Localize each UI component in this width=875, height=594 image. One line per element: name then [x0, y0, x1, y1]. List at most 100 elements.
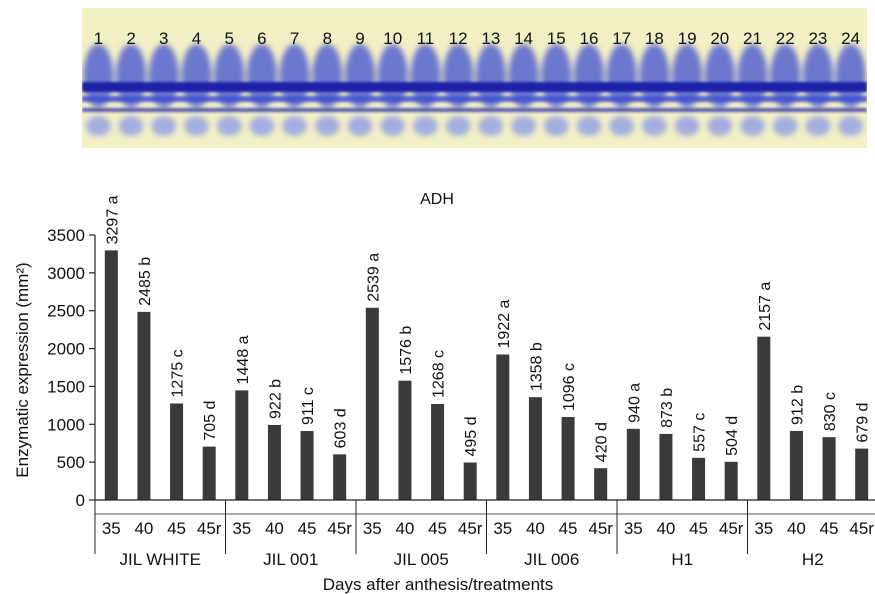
- y-tick-label: 500: [57, 453, 85, 472]
- gel-lane-lower-15: [543, 116, 569, 136]
- y-tick-label: 2500: [47, 302, 85, 321]
- gel-lane-label: 17: [612, 29, 631, 48]
- bar-data-label: 1922 a: [496, 299, 513, 348]
- gel-lane-label: 19: [678, 29, 697, 48]
- x-tick-label: 40: [787, 519, 806, 538]
- x-tick-label: 45r: [719, 519, 744, 538]
- bar: [724, 461, 738, 500]
- x-tick-label: 35: [102, 519, 121, 538]
- x-tick-label: 45: [167, 519, 186, 538]
- bar-data-label: 420 d: [594, 422, 611, 462]
- x-tick-label: 45r: [588, 519, 613, 538]
- gel-lane-lower-21: [740, 116, 765, 136]
- bar: [170, 403, 184, 500]
- bar-data-label: 2157 a: [757, 282, 774, 331]
- x-tick-label: 45r: [327, 519, 352, 538]
- bar-data-label: 940 a: [626, 383, 643, 423]
- group-label: H1: [671, 550, 693, 569]
- group-label: H2: [802, 550, 824, 569]
- bar-data-label: 3297 a: [104, 195, 121, 244]
- gel-background: [82, 8, 867, 148]
- x-tick-label: 40: [265, 519, 284, 538]
- gel-lane-label: 23: [808, 29, 827, 48]
- gel-lane-label: 11: [417, 29, 435, 48]
- group-label: JIL 006: [524, 550, 579, 569]
- gel-lane-lower-6: [249, 116, 275, 136]
- x-tick-label: 45: [428, 519, 447, 538]
- x-tick-label: 45: [298, 519, 317, 538]
- bar: [789, 430, 803, 500]
- x-tick-label: 40: [395, 519, 414, 538]
- gel-lane-lower-4: [184, 116, 209, 136]
- x-tick-label: 35: [232, 519, 251, 538]
- gel-lane-lower-14: [511, 116, 536, 136]
- y-tick-label: 1500: [47, 377, 85, 396]
- gel-lane-label: 16: [580, 29, 599, 48]
- gel-lane-lower-19: [674, 116, 700, 136]
- bar: [855, 448, 869, 500]
- bar: [496, 354, 510, 500]
- gel-lane-label: 14: [514, 29, 533, 48]
- gel-lane-label: 18: [645, 29, 664, 48]
- gel-lane-label: 5: [224, 29, 233, 48]
- gel-lane-label: 12: [449, 29, 468, 48]
- gel-lane-lower-2: [118, 116, 144, 136]
- gel-lane-label: 22: [776, 29, 795, 48]
- group-label: JIL 005: [394, 550, 449, 569]
- y-tick-label: 0: [76, 491, 85, 510]
- gel-lane-label: 4: [192, 29, 201, 48]
- x-tick-label: 35: [363, 519, 382, 538]
- y-tick-label: 2000: [47, 340, 85, 359]
- bar-data-label: 679 d: [855, 403, 872, 443]
- x-tick-label: 35: [493, 519, 512, 538]
- bar: [235, 390, 249, 500]
- chart-title: ADH: [420, 191, 454, 208]
- x-tick-label: 45r: [197, 519, 222, 538]
- bar-data-label: 922 b: [267, 379, 284, 419]
- gel-band-main: [82, 82, 867, 92]
- y-axis-label: Enzymatic expression (mm²): [13, 262, 32, 477]
- bar-data-label: 1096 c: [561, 363, 578, 411]
- bar: [463, 462, 477, 500]
- gel-lane-label: 1: [94, 29, 103, 48]
- y-tick-label: 1000: [47, 415, 85, 434]
- bar-data-label: 603 d: [333, 408, 350, 448]
- gel-lane-lower-3: [151, 116, 177, 136]
- x-tick-label: 45: [689, 519, 708, 538]
- bar: [626, 428, 640, 500]
- gel-lane-lower-12: [445, 116, 471, 136]
- gel-electrophoresis-image: 1 2 3 4 5 6 7 8 9 10 11 12 13 14 15 16 17 18 19 20 21 22 23 24: [82, 8, 867, 148]
- gel-lane-lower-8: [314, 116, 340, 136]
- bar-data-label: 504 d: [724, 416, 741, 456]
- gel-lane-lower-18: [641, 116, 667, 136]
- group-label: JIL WHITE: [119, 550, 201, 569]
- bar-data-label: 705 d: [202, 401, 219, 441]
- gel-lane-label: 21: [743, 29, 762, 48]
- group-label: JIL 001: [263, 550, 318, 569]
- bar: [300, 431, 314, 500]
- gel-lane-lower-5: [216, 116, 242, 136]
- x-tick-label: 45r: [849, 519, 874, 538]
- x-tick-label: 45: [559, 519, 578, 538]
- bar-data-label: 911 c: [300, 387, 317, 425]
- gel-lane-lower-20: [707, 116, 733, 136]
- gel-lane-label: 2: [126, 29, 135, 48]
- gel-lane-label: 7: [290, 29, 299, 48]
- bar: [659, 433, 673, 500]
- bar-data-label: 830 c: [822, 392, 839, 431]
- bar: [822, 437, 836, 500]
- bar: [757, 336, 771, 500]
- x-tick-label: 40: [656, 519, 675, 538]
- gel-lane-lower-9: [347, 116, 373, 136]
- x-tick-label: 40: [134, 519, 153, 538]
- x-tick-label: 35: [754, 519, 773, 538]
- bar-data-label: 1448 a: [235, 335, 252, 384]
- bar: [398, 380, 412, 500]
- gel-lane-lower-24: [838, 116, 864, 136]
- bar: [333, 454, 347, 500]
- gel-lane-lower-16: [576, 116, 602, 136]
- y-tick-label: 3000: [47, 264, 85, 283]
- gel-lane-lower-13: [478, 116, 504, 136]
- gel-lane-label: 24: [841, 29, 860, 48]
- gel-lane-label: 9: [355, 29, 364, 48]
